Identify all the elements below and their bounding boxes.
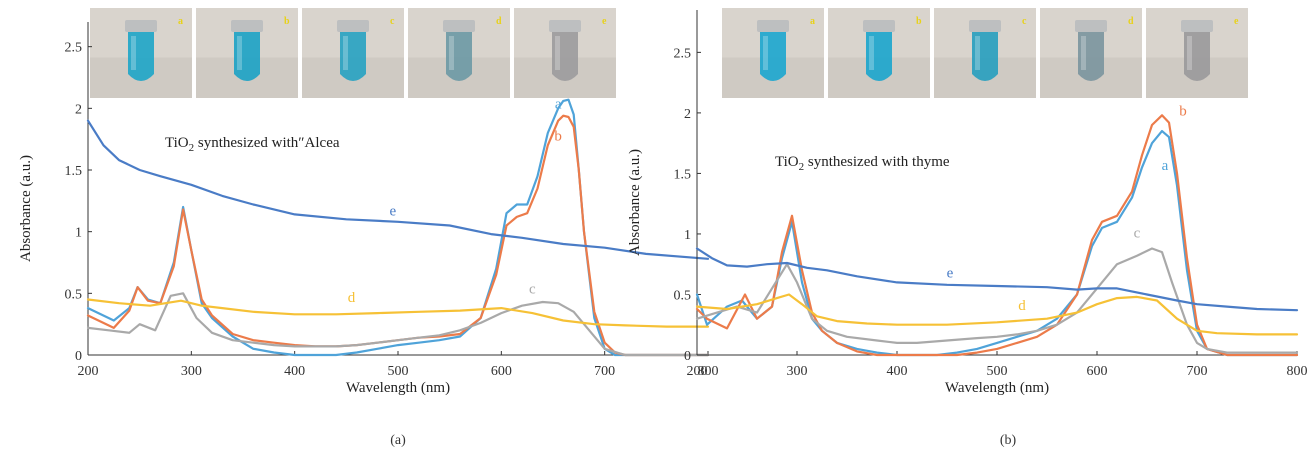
- curve-labels-a: ab c d e: [348, 96, 562, 306]
- vial-letter-b: b: [916, 16, 922, 27]
- series-line-e: [695, 247, 1299, 312]
- vial-photo-strip-a: a b c d e: [90, 8, 616, 98]
- y-tick-label: 1.5: [674, 167, 692, 182]
- annotation-b: TiO2 synthesized with thyme: [775, 154, 950, 173]
- series-line-b: [695, 114, 1299, 357]
- series-label-b: b: [554, 128, 562, 144]
- y-tick-label: 2.5: [65, 41, 83, 56]
- series-line-e: [86, 119, 710, 260]
- vial-letter-a: a: [810, 16, 815, 27]
- vial-photo-a: a: [90, 8, 192, 98]
- vial-letter-d: d: [496, 16, 502, 27]
- y-tick-label: 2: [75, 102, 82, 117]
- series-label-b: b: [1179, 103, 1187, 119]
- y-tick-label: 0.5: [65, 287, 83, 302]
- vial-photo-d: d: [408, 8, 510, 98]
- x-tick-label: 700: [594, 364, 615, 379]
- x-tick-label: 800: [698, 364, 719, 379]
- y-tick-label: 2: [684, 107, 691, 122]
- vial-photo-strip-b: a b c d e: [722, 8, 1248, 98]
- curves-a: [86, 98, 710, 357]
- y-tick-label: 1: [684, 228, 691, 243]
- x-tick-label: 200: [687, 364, 708, 379]
- vial-letter-b: b: [284, 16, 290, 27]
- series-line-a: [695, 130, 1299, 357]
- series-label-e: e: [389, 204, 396, 220]
- panel-label-b: (b): [1000, 433, 1017, 448]
- x-tick-label: 400: [887, 364, 908, 379]
- vial-photo-b: b: [196, 8, 298, 98]
- series-label-e: e: [947, 266, 954, 282]
- chart-panel-b: a b c d e 200 300 400 500 600 700 800 0 0.5 1 1.5 2 2.5 W…: [627, 8, 1308, 448]
- x-tick-label: 800: [1287, 364, 1308, 379]
- x-tick-label: 300: [787, 364, 808, 379]
- annotation-a: TiO2 synthesized with″Alcea: [165, 135, 340, 154]
- x-tick-label: 700: [1187, 364, 1208, 379]
- y-axis-title: Absorbance (a.u.): [18, 155, 34, 262]
- y-tick-label: 0: [75, 349, 82, 364]
- series-label-d: d: [348, 290, 356, 306]
- x-tick-label: 300: [181, 364, 202, 379]
- x-axis-title: Wavelength (nm): [945, 380, 1049, 396]
- curve-labels-b: a b c d e: [947, 103, 1187, 314]
- x-tick-label: 600: [491, 364, 512, 379]
- series-line-b: [86, 114, 710, 357]
- panel-label-a: (a): [390, 433, 406, 448]
- y-tick-label: 0: [684, 349, 691, 364]
- series-line-c: [86, 292, 710, 357]
- vial-photo-e: e: [1146, 8, 1248, 98]
- vial-photo-c: c: [934, 8, 1036, 98]
- y-tick-label: 1: [75, 226, 82, 241]
- vial-photo-c: c: [302, 8, 404, 98]
- vial-letter-c: c: [1022, 16, 1027, 27]
- y-tick-label: 2.5: [674, 46, 692, 61]
- y-tick-label: 1.5: [65, 164, 83, 179]
- vial-photo-e: e: [514, 8, 616, 98]
- vial-letter-d: d: [1128, 16, 1134, 27]
- axes-a: 200 300 400 500 600 700 800 0 0.5 1 1.5 2 2.5 Wavelen…: [18, 22, 719, 396]
- series-label-a: a: [555, 96, 562, 112]
- vial-letter-e: e: [602, 16, 607, 27]
- vial-photo-d: d: [1040, 8, 1142, 98]
- series-line-d: [695, 293, 1299, 336]
- curves-b: [695, 114, 1299, 357]
- vial-letter-c: c: [390, 16, 395, 27]
- series-line-d: [86, 298, 710, 328]
- vial-photo-b: b: [828, 8, 930, 98]
- x-tick-label: 500: [388, 364, 409, 379]
- series-line-c: [695, 247, 1299, 354]
- series-label-a: a: [1162, 158, 1169, 174]
- x-tick-label: 600: [1087, 364, 1108, 379]
- series-label-d: d: [1018, 298, 1026, 314]
- x-tick-label: 200: [78, 364, 99, 379]
- series-label-c: c: [529, 281, 536, 297]
- x-tick-label: 400: [284, 364, 305, 379]
- vial-letter-e: e: [1234, 16, 1239, 27]
- series-label-c: c: [1134, 226, 1141, 242]
- x-tick-label: 500: [987, 364, 1008, 379]
- axes-b: 200 300 400 500 600 700 800 0 0.5 1 1.5 2 2.5 Wavelen…: [627, 10, 1308, 396]
- y-axis-title: Absorbance (a.u.): [627, 149, 643, 256]
- vial-photo-a: a: [722, 8, 824, 98]
- x-axis-title: Wavelength (nm): [346, 380, 450, 396]
- vial-letter-a: a: [178, 16, 183, 27]
- y-tick-label: 0.5: [674, 288, 692, 303]
